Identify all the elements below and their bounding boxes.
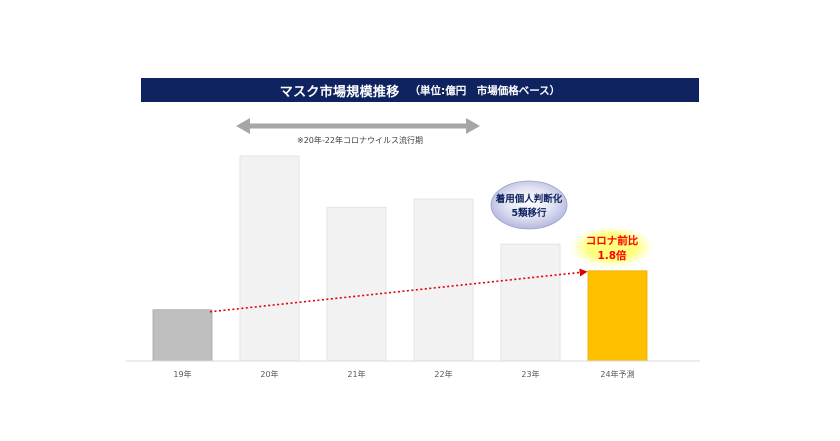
- policy-change-bubble: 着用個人判断化 5類移行: [490, 180, 568, 230]
- x-tick-label: 24年予測: [600, 369, 634, 379]
- bubble-text-line1: 着用個人判断化: [495, 193, 563, 205]
- bar-6: [587, 270, 648, 362]
- covid-period-label: ※20年-22年コロナウイルス流行期: [297, 135, 423, 145]
- bar-4: [413, 198, 474, 362]
- x-tick-label: 23年: [521, 369, 539, 379]
- callout-text-line2: 1.8倍: [597, 249, 627, 262]
- bubble-text-line2: 5類移行: [511, 207, 547, 219]
- bar-3: [326, 206, 387, 362]
- bar-2: [239, 155, 300, 362]
- x-tick-label: 21年: [347, 369, 365, 379]
- trend-arrow: [209, 268, 588, 313]
- bar-1: [152, 309, 213, 362]
- bar-5: [500, 243, 561, 362]
- chart-title: マスク市場規模推移: [279, 84, 400, 100]
- x-tick-label: 19年: [173, 369, 191, 379]
- covid-period-arrow: [236, 118, 480, 134]
- growth-callout: コロナ前比 1.8倍: [570, 226, 654, 268]
- chart-title-bar: マスク市場規模推移 （単位:億円 市場価格ベース）: [141, 78, 699, 102]
- x-tick-label: 20年: [260, 369, 278, 379]
- chart-subtitle: （単位:億円 市場価格ベース）: [409, 84, 561, 97]
- x-tick-label: 22年: [434, 369, 452, 379]
- callout-text-line1: コロナ前比: [586, 234, 639, 247]
